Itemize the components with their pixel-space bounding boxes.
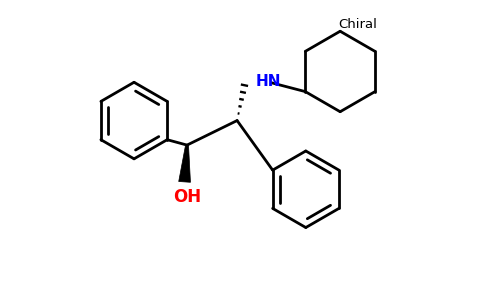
Text: OH: OH: [173, 188, 201, 206]
Polygon shape: [179, 145, 191, 182]
Text: HN: HN: [255, 74, 281, 89]
Text: Chiral: Chiral: [338, 18, 377, 32]
